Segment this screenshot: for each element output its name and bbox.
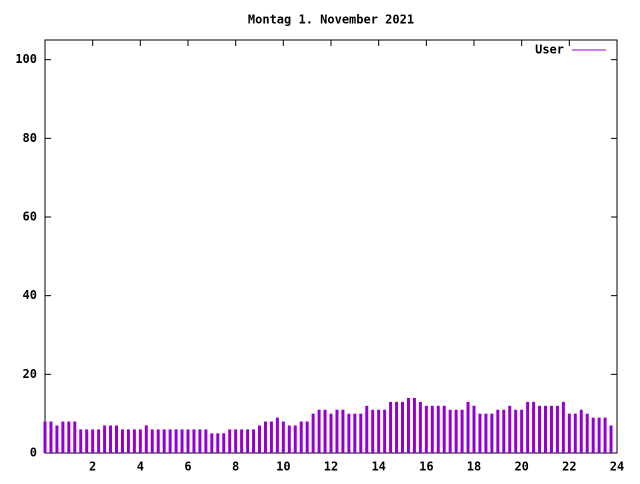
x-tick-label: 14 (371, 460, 385, 474)
y-tick-label: 80 (23, 131, 37, 145)
x-tick-label: 2 (89, 460, 96, 474)
x-tick-label: 6 (184, 460, 191, 474)
y-tick-label: 40 (23, 288, 37, 302)
x-tick-label: 22 (562, 460, 576, 474)
x-tick-label: 12 (324, 460, 338, 474)
chart-title: Montag 1. November 2021 (248, 13, 414, 27)
x-tick-label: 16 (419, 460, 433, 474)
x-tick-label: 8 (232, 460, 239, 474)
x-tick-label: 24 (610, 460, 624, 474)
x-tick-label: 4 (137, 460, 144, 474)
y-tick-label: 100 (15, 52, 37, 66)
plot-frame (44, 39, 618, 454)
x-tick-label: 18 (467, 460, 481, 474)
x-tick-label: 20 (514, 460, 528, 474)
y-tick-label: 60 (23, 210, 37, 224)
legend-label: User (535, 43, 564, 57)
y-tick-label: 0 (30, 446, 37, 460)
y-tick-label: 20 (23, 367, 37, 381)
x-tick-label: 10 (276, 460, 290, 474)
